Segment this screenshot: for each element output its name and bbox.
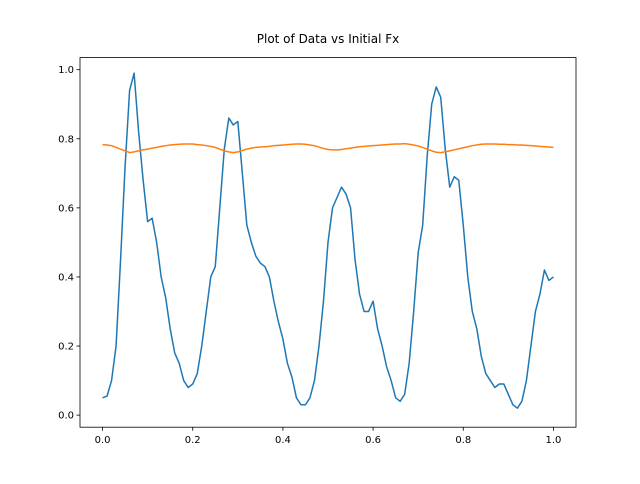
y-tick-label: 0.0 <box>58 411 74 422</box>
y-tick-label: 0.8 <box>58 134 74 145</box>
x-tick-label: 0.8 <box>455 435 471 446</box>
y-tick-label: 0.2 <box>58 342 74 353</box>
data-line <box>102 142 554 154</box>
x-tick-label: 0.6 <box>365 435 381 446</box>
x-tick-label: 0.2 <box>185 435 201 446</box>
y-tick-label: 0.4 <box>58 272 74 283</box>
data-line <box>102 72 554 409</box>
axes-frame <box>79 57 577 428</box>
chart-title: Plot of Data vs Initial Fx <box>257 32 399 46</box>
y-tick-label: 1.0 <box>58 65 74 76</box>
y-tick-label: 0.6 <box>58 203 74 214</box>
x-tick-label: 0.0 <box>95 435 111 446</box>
x-tick-label: 0.4 <box>275 435 291 446</box>
x-tick-label: 1.0 <box>546 435 562 446</box>
